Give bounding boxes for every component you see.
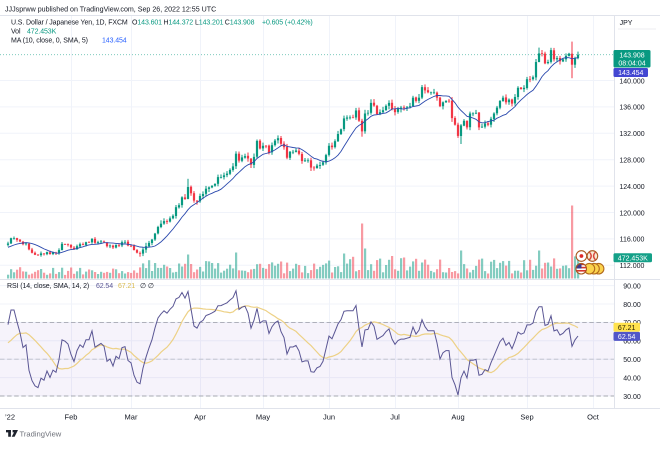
svg-text:143.454: 143.454 — [618, 70, 643, 77]
svg-text:Sep: Sep — [520, 413, 533, 422]
svg-text:132.000: 132.000 — [619, 131, 644, 138]
svg-text:JPY: JPY — [620, 20, 633, 27]
svg-text:90.00: 90.00 — [623, 283, 641, 290]
svg-text:67.21: 67.21 — [118, 283, 135, 290]
svg-text:62.54: 62.54 — [618, 334, 636, 341]
svg-text:40.00: 40.00 — [623, 375, 641, 382]
svg-text:O143.601: O143.601 — [132, 20, 162, 27]
svg-text:∅ ∅: ∅ ∅ — [140, 283, 154, 290]
svg-text:472.453K: 472.453K — [618, 255, 648, 262]
svg-text:472.453K: 472.453K — [27, 29, 57, 36]
svg-text:+0.605 (+0.42%): +0.605 (+0.42%) — [262, 20, 313, 27]
svg-text:140.000: 140.000 — [619, 78, 644, 85]
svg-text:136.000: 136.000 — [619, 105, 644, 112]
svg-text:Feb: Feb — [65, 413, 78, 422]
svg-text:60.00: 60.00 — [623, 339, 641, 346]
svg-text:08:04:04: 08:04:04 — [618, 61, 645, 68]
svg-text:Mar: Mar — [125, 413, 138, 422]
svg-text:MA (10, close, 0, SMA, 5): MA (10, close, 0, SMA, 5) — [11, 38, 88, 45]
svg-text:Jul: Jul — [390, 413, 400, 422]
svg-text:’22: ’22 — [5, 413, 15, 422]
svg-text:50.00: 50.00 — [623, 357, 641, 364]
svg-text:C143.908: C143.908 — [225, 20, 255, 27]
svg-text:L143.201: L143.201 — [195, 20, 224, 27]
svg-text:124.000: 124.000 — [619, 184, 644, 191]
svg-text:116.000: 116.000 — [620, 237, 645, 244]
svg-text:Apr: Apr — [194, 413, 206, 422]
svg-text:112.000: 112.000 — [620, 263, 645, 270]
svg-text:Jun: Jun — [323, 413, 335, 422]
svg-text:Aug: Aug — [451, 413, 464, 422]
svg-text:128.000: 128.000 — [619, 158, 644, 165]
svg-text:H144.372: H144.372 — [164, 20, 194, 27]
svg-text:67.21: 67.21 — [618, 325, 636, 332]
svg-text:80.00: 80.00 — [623, 302, 641, 309]
svg-text:Oct: Oct — [587, 413, 600, 422]
svg-text:RSI (14, close, SMA, 14, 2): RSI (14, close, SMA, 14, 2) — [7, 283, 89, 290]
svg-text:143.454: 143.454 — [102, 38, 127, 45]
svg-text:62.54: 62.54 — [96, 283, 113, 290]
svg-text:JJJsprww published on TradingV: JJJsprww published on TradingView.com, S… — [5, 6, 216, 14]
svg-text:Vol: Vol — [11, 29, 21, 36]
svg-text:143.908: 143.908 — [619, 53, 644, 60]
svg-text:TradingView: TradingView — [20, 430, 62, 439]
svg-text:May: May — [256, 413, 270, 422]
svg-text:120.000: 120.000 — [619, 210, 644, 217]
svg-text:U.S. Dollar / Japanese Yen, 1D: U.S. Dollar / Japanese Yen, 1D, FXCM — [11, 20, 128, 27]
svg-text:30.00: 30.00 — [623, 394, 641, 401]
